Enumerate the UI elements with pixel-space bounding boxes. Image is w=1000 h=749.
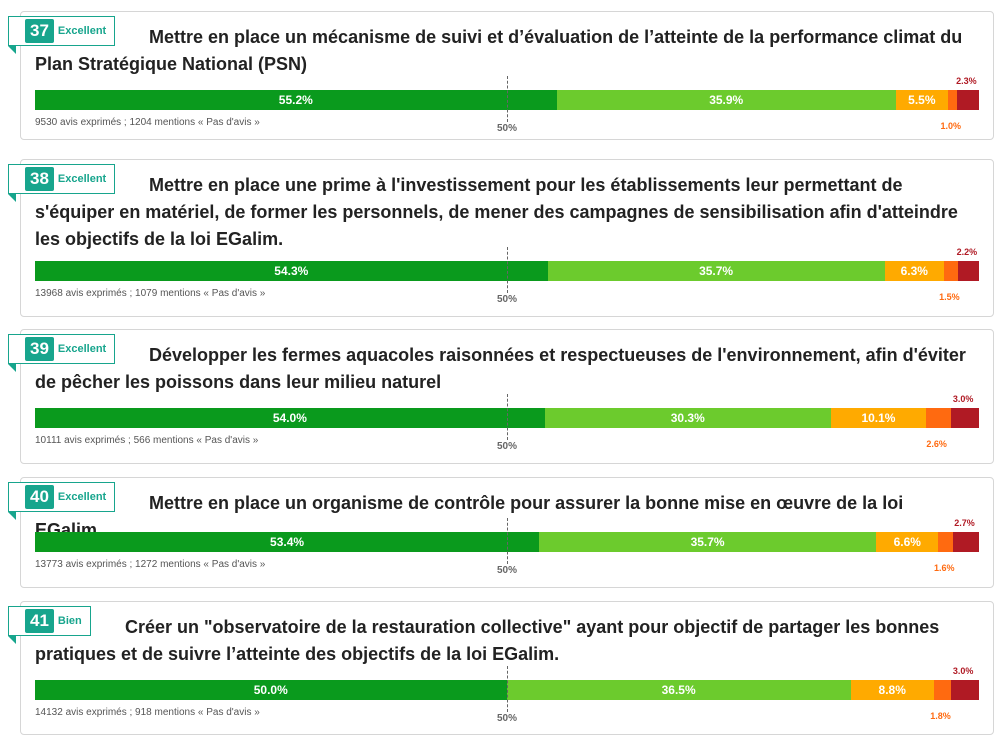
median-line bbox=[507, 518, 508, 564]
bar-segment: 53.4% bbox=[35, 532, 540, 552]
assez-bien-percent: 1.0% bbox=[940, 121, 962, 131]
proposal-title-text: Mettre en place une prime à l'investisse… bbox=[35, 175, 958, 249]
bar-segment: 36.5% bbox=[506, 680, 851, 700]
passable-percent: 3.0% bbox=[952, 394, 974, 404]
bar-segment bbox=[933, 680, 951, 700]
median-label: 50% bbox=[497, 565, 518, 576]
rank-ribbon: 41 Bien bbox=[8, 606, 91, 644]
rank-ribbon: 37 Excellent bbox=[8, 16, 116, 54]
assez-bien-percent: 1.5% bbox=[939, 292, 960, 302]
bar-segment bbox=[926, 408, 951, 428]
bar-segment bbox=[950, 680, 979, 700]
bar-segment: 6.6% bbox=[876, 532, 939, 552]
proposal-card: 41 Bien Créer un "observatoire de la resta… bbox=[8, 601, 994, 735]
median-label: 50% bbox=[497, 713, 518, 724]
rank-number: 38 bbox=[25, 167, 54, 191]
proposal-card: 40 Excellent Mettre en place un organisme … bbox=[8, 477, 994, 588]
bar-segment bbox=[944, 261, 959, 281]
proposal-title-text: Mettre en place un mécanisme de suivi et… bbox=[35, 27, 963, 74]
vote-stats: 14132 avis exprimés ; 918 mentions « Pas… bbox=[35, 707, 260, 718]
bar-segment-label: 53.4% bbox=[270, 535, 305, 549]
bar-segment bbox=[957, 90, 979, 110]
bar-segment: 30.3% bbox=[544, 408, 831, 428]
proposal-title: Créer un "observatoire de la restauratio… bbox=[35, 614, 973, 668]
vote-stats: 13968 avis exprimés ; 1079 mentions « Pa… bbox=[35, 288, 266, 299]
bar-segment: 8.8% bbox=[850, 680, 934, 700]
bar-segment: 35.7% bbox=[547, 261, 885, 281]
rank-ribbon: 39 Excellent bbox=[8, 334, 116, 372]
bar-segment-label: 10.1% bbox=[861, 411, 896, 425]
vote-stats: 10111 avis exprimés ; 566 mentions « Pas… bbox=[35, 435, 259, 446]
bar-segment bbox=[958, 261, 979, 281]
majority-judgment-bar: 54.3% 35.7% 6.3% bbox=[35, 261, 979, 281]
bar-segment: 5.5% bbox=[895, 90, 948, 110]
majority-judgment-bar: 50.0% 36.5% 8.8% bbox=[35, 680, 979, 700]
majority-judgment-bar: 53.4% 35.7% 6.6% bbox=[35, 532, 979, 552]
bar-segment-label: 54.0% bbox=[272, 411, 307, 425]
bar-segment-label: 6.3% bbox=[900, 264, 928, 278]
bar-segment-label: 6.6% bbox=[893, 535, 921, 549]
mention-label: Excellent bbox=[57, 491, 107, 503]
median-label: 50% bbox=[497, 123, 518, 134]
bar-segment-label: 54.3% bbox=[274, 264, 309, 278]
proposal-title-text: Créer un "observatoire de la restauratio… bbox=[35, 617, 940, 664]
assez-bien-percent: 2.6% bbox=[926, 439, 947, 449]
median-label: 50% bbox=[497, 441, 518, 452]
proposal-title: Développer les fermes aquacoles raisonné… bbox=[35, 342, 973, 396]
vote-stats: 13773 avis exprimés ; 1272 mentions « Pa… bbox=[35, 559, 266, 570]
bar-segment bbox=[953, 532, 979, 552]
assez-bien-percent: 1.8% bbox=[930, 711, 951, 721]
rank-number: 37 bbox=[25, 19, 54, 43]
majority-judgment-bar: 55.2% 35.9% 5.5% bbox=[35, 90, 979, 110]
rank-ribbon: 38 Excellent bbox=[8, 164, 116, 202]
rank-number: 40 bbox=[25, 485, 54, 509]
assez-bien-percent: 1.6% bbox=[933, 563, 955, 573]
median-line bbox=[507, 394, 508, 440]
bar-segment-label: 30.3% bbox=[670, 411, 705, 425]
median-label: 50% bbox=[497, 294, 518, 305]
bar-segment bbox=[938, 532, 954, 552]
majority-judgment-bar: 54.0% 30.3% 10.1% bbox=[35, 408, 979, 428]
vote-stats: 9530 avis exprimés ; 1204 mentions « Pas… bbox=[35, 117, 260, 128]
bar-segment bbox=[947, 90, 958, 110]
bar-segment-label: 5.5% bbox=[908, 93, 936, 107]
rank-number: 39 bbox=[25, 337, 54, 361]
passable-percent: 2.2% bbox=[956, 247, 978, 257]
bar-segment: 50.0% bbox=[35, 680, 507, 700]
median-line bbox=[507, 247, 508, 293]
mention-label: Excellent bbox=[57, 25, 107, 37]
bar-segment: 54.0% bbox=[35, 408, 545, 428]
bar-segment: 54.3% bbox=[35, 261, 548, 281]
passable-percent: 3.0% bbox=[952, 666, 974, 676]
bar-segment-label: 8.8% bbox=[878, 683, 906, 697]
bar-segment-label: 36.5% bbox=[661, 683, 696, 697]
bar-segment-label: 50.0% bbox=[253, 683, 288, 697]
bar-segment: 35.9% bbox=[556, 90, 896, 110]
proposal-title: Mettre en place un mécanisme de suivi et… bbox=[35, 24, 973, 78]
bar-segment-label: 35.7% bbox=[699, 264, 734, 278]
bar-segment-label: 35.7% bbox=[690, 535, 725, 549]
proposal-card: 39 Excellent Développer les fermes aquacol… bbox=[8, 329, 994, 464]
bar-segment: 55.2% bbox=[35, 90, 557, 110]
mention-label: Excellent bbox=[57, 173, 107, 185]
passable-percent: 2.7% bbox=[954, 518, 975, 528]
bar-segment-label: 35.9% bbox=[709, 93, 744, 107]
rank-ribbon: 40 Excellent bbox=[8, 482, 116, 520]
median-line bbox=[507, 666, 508, 712]
mention-label: Bien bbox=[57, 615, 82, 627]
rank-number: 41 bbox=[25, 609, 54, 633]
proposal-card: 38 Excellent Mettre en place une prime à l… bbox=[8, 159, 994, 317]
bar-segment: 35.7% bbox=[539, 532, 877, 552]
mention-label: Excellent bbox=[57, 343, 107, 355]
bar-segment: 10.1% bbox=[830, 408, 927, 428]
bar-segment bbox=[950, 408, 979, 428]
passable-percent: 2.3% bbox=[956, 76, 977, 86]
proposal-title-text: Développer les fermes aquacoles raisonné… bbox=[35, 345, 966, 392]
bar-segment-label: 55.2% bbox=[278, 93, 313, 107]
median-line bbox=[507, 76, 508, 122]
bar-segment: 6.3% bbox=[884, 261, 945, 281]
proposal-title: Mettre en place une prime à l'investisse… bbox=[35, 172, 973, 253]
proposal-card: 37 Excellent Mettre en place un mécanisme … bbox=[8, 11, 994, 140]
